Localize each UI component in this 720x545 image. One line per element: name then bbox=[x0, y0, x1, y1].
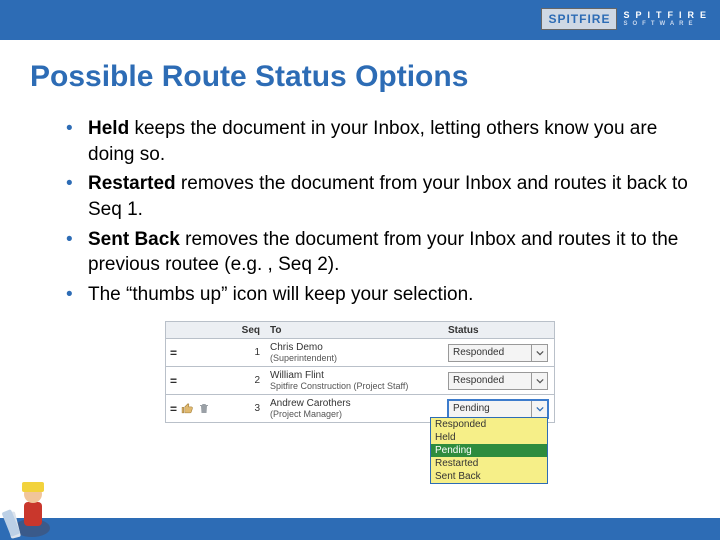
status-dropdown[interactable]: Responded Held Pending Restarted Sent Ba… bbox=[430, 417, 548, 484]
dropdown-option[interactable]: Restarted bbox=[431, 457, 547, 470]
chevron-down-icon bbox=[531, 373, 547, 389]
status-select[interactable]: Pending bbox=[448, 400, 548, 418]
table-row: = 2 William Flint Spitfire Construction … bbox=[165, 367, 555, 395]
table-header: Seq To Status bbox=[165, 321, 555, 339]
drag-handle-icon[interactable]: = bbox=[170, 346, 177, 360]
page-title: Possible Route Status Options bbox=[30, 60, 690, 94]
bullet-list: Held keeps the document in your Inbox, l… bbox=[30, 116, 690, 307]
dropdown-option[interactable]: Held bbox=[431, 431, 547, 444]
status-select[interactable]: Responded bbox=[448, 372, 548, 390]
thumbs-up-icon[interactable] bbox=[181, 402, 194, 415]
route-table: Seq To Status = 1 Chris Demo (Superinten… bbox=[165, 321, 555, 423]
chevron-down-icon bbox=[531, 401, 547, 417]
chevron-down-icon bbox=[531, 345, 547, 361]
mascot-icon bbox=[2, 468, 70, 540]
dropdown-option[interactable]: Responded bbox=[431, 418, 547, 431]
drag-handle-icon[interactable]: = bbox=[170, 402, 177, 416]
bullet-item: Held keeps the document in your Inbox, l… bbox=[66, 116, 690, 167]
bullet-item: Restarted removes the document from your… bbox=[66, 171, 690, 222]
table-row: = 3 Andrew Carothers (Project Manager) P… bbox=[165, 395, 555, 423]
header-bar: SPITFIRE SPITFIRE SOFTWARE bbox=[0, 0, 720, 40]
brand-text: SPITFIRE SOFTWARE bbox=[623, 11, 712, 27]
bullet-item: The “thumbs up” icon will keep your sele… bbox=[66, 282, 690, 308]
trash-icon[interactable] bbox=[198, 402, 210, 415]
col-status: Status bbox=[444, 325, 554, 336]
col-to: To bbox=[266, 325, 444, 336]
footer-bar bbox=[0, 518, 720, 540]
slide-content: Possible Route Status Options Held keeps… bbox=[0, 40, 720, 423]
table-row: = 1 Chris Demo (Superintendent) Responde… bbox=[165, 339, 555, 367]
brand-badge: SPITFIRE bbox=[541, 8, 617, 30]
dropdown-option[interactable]: Sent Back bbox=[431, 470, 547, 483]
brand-logo: SPITFIRE SPITFIRE SOFTWARE bbox=[541, 4, 712, 34]
dropdown-option[interactable]: Pending bbox=[431, 444, 547, 457]
bullet-item: Sent Back removes the document from your… bbox=[66, 227, 690, 278]
drag-handle-icon[interactable]: = bbox=[170, 374, 177, 388]
status-select[interactable]: Responded bbox=[448, 344, 548, 362]
col-seq: Seq bbox=[236, 325, 266, 336]
